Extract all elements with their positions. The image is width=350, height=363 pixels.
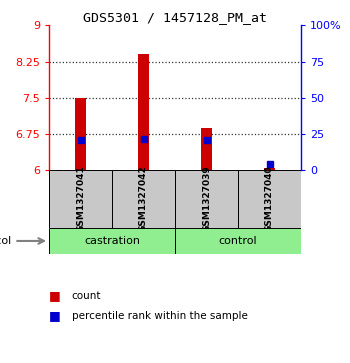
Text: castration: castration [84,236,140,246]
Bar [49,228,175,254]
Text: GSM1327040: GSM1327040 [265,166,274,232]
Bar [75,98,86,170]
Bar [138,54,149,170]
Bar [49,170,112,228]
Text: protocol: protocol [0,236,11,246]
Text: GSM1327041: GSM1327041 [76,166,85,232]
Text: GSM1327042: GSM1327042 [139,166,148,232]
Bar [175,170,238,228]
Text: GSM1327039: GSM1327039 [202,166,211,232]
Bar [264,168,275,170]
Text: percentile rank within the sample: percentile rank within the sample [72,311,248,321]
Bar [112,170,175,228]
Text: ■: ■ [49,289,61,302]
Text: count: count [72,291,101,301]
Bar [238,170,301,228]
Text: ■: ■ [49,309,61,322]
Bar [175,228,301,254]
Bar [201,127,212,170]
Title: GDS5301 / 1457128_PM_at: GDS5301 / 1457128_PM_at [83,11,267,24]
Text: control: control [219,236,257,246]
